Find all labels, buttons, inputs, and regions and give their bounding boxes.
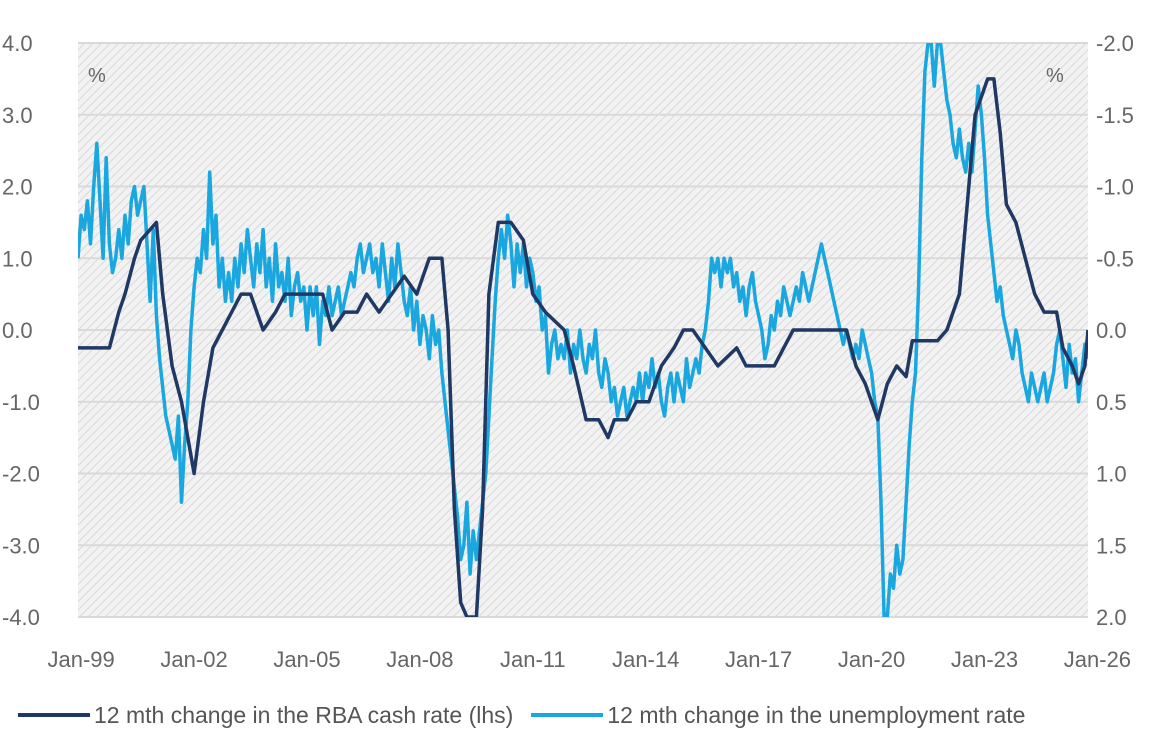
left-tick-label: -2.0	[2, 462, 40, 487]
right-tick-label: -1.0	[1096, 175, 1134, 200]
right-tick-label: 2.0	[1096, 605, 1127, 630]
right-tick-label: 1.0	[1096, 462, 1127, 487]
right-tick-label: -0.5	[1096, 246, 1134, 271]
x-tick-label: Jan-11	[500, 647, 566, 672]
legend-item-cash-rate: 12 mth change in the RBA cash rate (lhs)	[18, 702, 513, 729]
x-tick-label: Jan-99	[47, 647, 114, 672]
left-tick-label: 4.0	[2, 31, 33, 56]
right-tick-label: -2.0	[1096, 31, 1134, 56]
left-tick-label: -4.0	[2, 605, 40, 630]
right-unit-label: %	[1046, 65, 1064, 87]
legend-label-unemployment: 12 mth change in the unemployment rate	[607, 701, 1026, 728]
left-tick-label: -1.0	[2, 390, 40, 415]
legend-swatch-unemployment	[531, 713, 604, 717]
x-tick-label: Jan-14	[612, 647, 679, 672]
legend-item-unemployment: 12 mth change in the unemployment rate	[531, 702, 1025, 729]
x-tick-label: Jan-23	[951, 647, 1018, 672]
left-tick-label: 1.0	[2, 246, 33, 271]
left-tick-label: -3.0	[2, 533, 40, 558]
x-tick-label: Jan-17	[725, 647, 792, 672]
line-chart: 4.0 3.0 2.0 1.0 0.0 -1.0 -2.0 -3.0 -4.0 -2.0 -1.5…	[2, 31, 1134, 672]
x-tick-label: Jan-05	[273, 647, 340, 672]
series-line-cash-rate	[78, 77, 1088, 617]
left-unit-label: %	[88, 65, 106, 87]
right-tick-label: -1.5	[1096, 103, 1134, 128]
legend: 12 mth change in the RBA cash rate (lhs)…	[18, 700, 1158, 730]
x-tick-label: Jan-26	[1064, 647, 1131, 672]
x-tick-label: Jan-02	[160, 647, 227, 672]
series-layer	[78, 43, 1088, 617]
left-tick-label: 0.0	[2, 318, 33, 343]
right-tick-label: 1.5	[1096, 533, 1127, 558]
x-tick-label: Jan-08	[386, 647, 453, 672]
series-line-unemployment	[78, 43, 1088, 617]
left-tick-label: 2.0	[2, 175, 33, 200]
left-axis: 4.0 3.0 2.0 1.0 0.0 -1.0 -2.0 -3.0 -4.0	[2, 31, 40, 630]
right-tick-label: 0.0	[1096, 318, 1127, 343]
legend-swatch-cash-rate	[18, 713, 90, 717]
x-axis: Jan-99 Jan-02 Jan-05 Jan-08 Jan-11 Jan-14 Jan-…	[47, 647, 1131, 672]
right-tick-label: 0.5	[1096, 390, 1127, 415]
left-tick-label: 3.0	[2, 103, 33, 128]
right-axis: -2.0 -1.5 -1.0 -0.5 0.0 0.5 1.0 1.5 2.0	[1096, 31, 1134, 630]
legend-label-cash-rate: 12 mth change in the RBA cash rate (lhs)	[94, 701, 514, 728]
x-tick-label: Jan-20	[838, 647, 905, 672]
